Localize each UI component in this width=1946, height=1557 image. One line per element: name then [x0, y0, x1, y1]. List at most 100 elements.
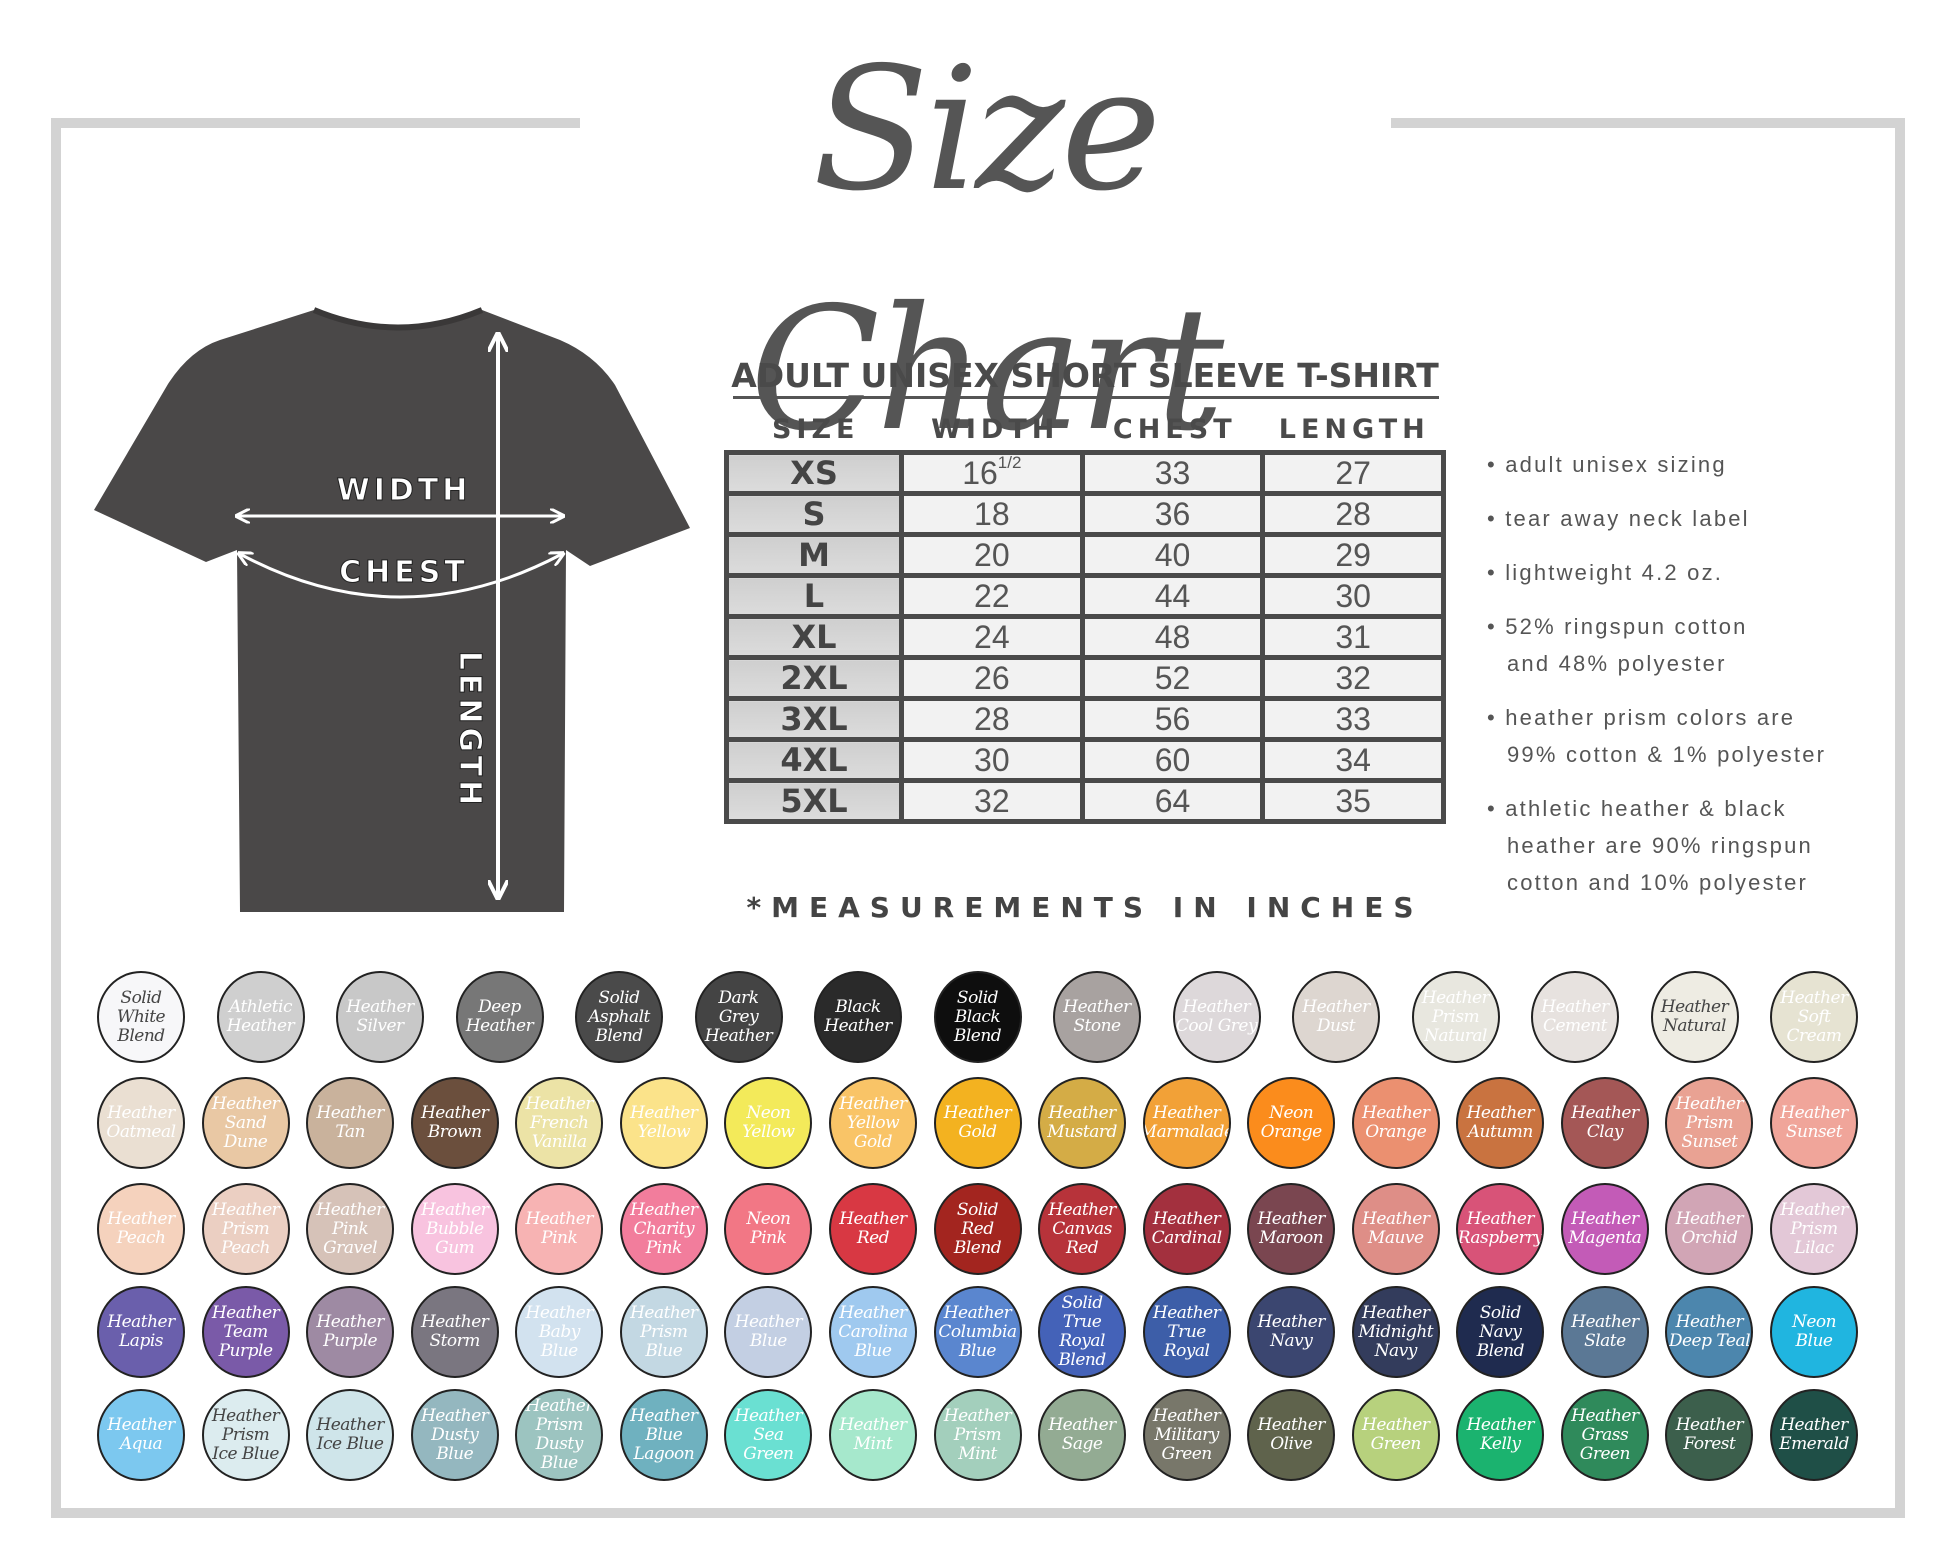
- color-swatch: Heather Peach: [97, 1183, 185, 1275]
- color-swatch: Heather Brown: [410, 1077, 499, 1169]
- color-swatch: Solid True Royal Blend: [1038, 1286, 1127, 1378]
- cell-value: 64: [1154, 783, 1191, 819]
- color-swatch: Heather Slate: [1560, 1286, 1649, 1378]
- cell-length: 31: [1260, 614, 1446, 660]
- color-swatch: Heather Prism Blue: [619, 1286, 708, 1378]
- color-swatch: Neon Yellow: [724, 1077, 813, 1169]
- cell-width: 24: [899, 614, 1085, 660]
- cell-size: 2XL: [724, 655, 904, 701]
- cell-value: 52: [1154, 660, 1191, 696]
- cell-chest: 64: [1079, 778, 1266, 824]
- color-swatch: Heather Red: [828, 1183, 917, 1275]
- cell-value: 26: [974, 660, 1010, 696]
- color-swatch: Heather Soft Cream: [1770, 971, 1858, 1063]
- cell-width: 28: [899, 696, 1085, 742]
- feature-item: • lightweight 4.2 oz.: [1487, 560, 1724, 585]
- color-swatch: Heather Mint: [828, 1389, 917, 1481]
- feature-item: • 52% ringspun cotton and 48% polyester: [1487, 614, 1748, 676]
- color-swatch: Heather Sand Dune: [201, 1077, 290, 1169]
- cell-size: L: [724, 573, 904, 619]
- cell-value: 30: [974, 742, 1010, 778]
- cell-length: 28: [1260, 491, 1446, 537]
- color-swatch: Heather Maroon: [1247, 1183, 1336, 1275]
- tshirt-diagram: WIDTH CHEST LENGTH: [94, 307, 690, 912]
- cell-value: M: [798, 536, 830, 574]
- cell-value: 32: [1335, 660, 1371, 696]
- cell-value: 56: [1154, 701, 1191, 737]
- color-swatch: Heather Prism Lilac: [1770, 1183, 1858, 1275]
- measurement-note: *MEASUREMENTS IN INCHES: [746, 891, 1424, 924]
- color-swatch: Heather Gold: [933, 1077, 1022, 1169]
- cell-value: 31: [1335, 619, 1371, 655]
- cell-value: 4XL: [780, 741, 848, 779]
- color-swatch: Heather Tan: [306, 1077, 395, 1169]
- cell-length: 34: [1260, 737, 1446, 783]
- cell-length: 27: [1260, 450, 1446, 496]
- color-swatch: Heather Grass Green: [1560, 1389, 1649, 1481]
- color-swatch: Heather Magenta: [1560, 1183, 1649, 1275]
- color-swatch: Heather Pink Gravel: [306, 1183, 395, 1275]
- table-row: S 18 36 28: [724, 491, 1446, 537]
- table-row: 5XL 32 64 35: [724, 778, 1446, 824]
- cell-value: XL: [791, 618, 837, 656]
- table-row: XS 161/2 33 27: [724, 450, 1446, 496]
- table-row: M 20 40 29: [724, 532, 1446, 578]
- cell-value: 2XL: [780, 659, 848, 697]
- table-title-underline: [733, 396, 1439, 399]
- color-swatch: Heather Charity Pink: [619, 1183, 708, 1275]
- cell-width: 22: [899, 573, 1085, 619]
- color-swatch: Heather Sea Green: [724, 1389, 813, 1481]
- header-chest: CHEST: [1112, 414, 1237, 445]
- cell-size: M: [724, 532, 904, 578]
- color-swatch: Athletic Heather: [216, 971, 305, 1063]
- color-swatch: Heather Prism Ice Blue: [201, 1389, 290, 1481]
- color-swatch: Heather Sunset: [1770, 1077, 1858, 1169]
- color-swatch: Heather Lapis: [97, 1286, 185, 1378]
- cell-length: 35: [1260, 778, 1446, 824]
- color-swatch: Heather Carolina Blue: [828, 1286, 917, 1378]
- cell-value: 20: [974, 537, 1010, 573]
- color-swatch: Heather Baby Blue: [515, 1286, 604, 1378]
- color-swatch: Heather Storm: [410, 1286, 499, 1378]
- cell-value: 32: [974, 783, 1010, 819]
- cell-chest: 40: [1079, 532, 1266, 578]
- color-swatch: Heather Yellow Gold: [828, 1077, 917, 1169]
- cell-length: 29: [1260, 532, 1446, 578]
- color-swatch: Heather Mustard: [1038, 1077, 1127, 1169]
- color-swatch: Heather Cardinal: [1142, 1183, 1231, 1275]
- feature-item: • athletic heather & black heather are 9…: [1487, 796, 1813, 895]
- cell-chest: 52: [1079, 655, 1266, 701]
- cell-value: XS: [790, 454, 838, 492]
- cell-value: 3XL: [780, 700, 848, 738]
- cell-size: XL: [724, 614, 904, 660]
- header-size: SIZE: [771, 414, 860, 445]
- cell-value: 44: [1154, 578, 1191, 614]
- neck-collar: [312, 307, 484, 331]
- color-swatch: Heather Blue Lagoon: [619, 1389, 708, 1481]
- cell-value: 40: [1154, 537, 1191, 573]
- cell-value: L: [803, 577, 825, 615]
- color-swatch: Heather Autumn: [1456, 1077, 1545, 1169]
- color-swatch: Heather Team Purple: [201, 1286, 290, 1378]
- cell-width: 20: [899, 532, 1085, 578]
- color-swatch: Heather True Royal: [1142, 1286, 1231, 1378]
- color-swatch: Heather Kelly: [1456, 1389, 1545, 1481]
- length-label: LENGTH: [452, 651, 487, 809]
- color-swatch: Heather Midnight Navy: [1351, 1286, 1440, 1378]
- color-swatch: Heather Prism Sunset: [1665, 1077, 1754, 1169]
- cell-value: 30: [1335, 578, 1371, 614]
- cell-chest: 56: [1079, 696, 1266, 742]
- color-swatch: Heather Stone: [1053, 971, 1141, 1063]
- color-swatch: Heather Canvas Red: [1038, 1183, 1127, 1275]
- color-swatch: Heather Dust: [1292, 971, 1380, 1063]
- color-swatch: Heather Aqua: [97, 1389, 185, 1481]
- cell-width: 26: [899, 655, 1085, 701]
- feature-item: • heather prism colors are 99% cotton & …: [1487, 705, 1827, 767]
- color-swatch: Heather Olive: [1247, 1389, 1336, 1481]
- color-swatch: Black Heather: [814, 971, 902, 1063]
- cell-chest: 48: [1079, 614, 1266, 660]
- cell-value: 22: [974, 578, 1010, 614]
- table-row: 3XL 28 56 33: [724, 696, 1446, 742]
- cell-chest: 60: [1079, 737, 1266, 783]
- table-row: XL 24 48 31: [724, 614, 1446, 660]
